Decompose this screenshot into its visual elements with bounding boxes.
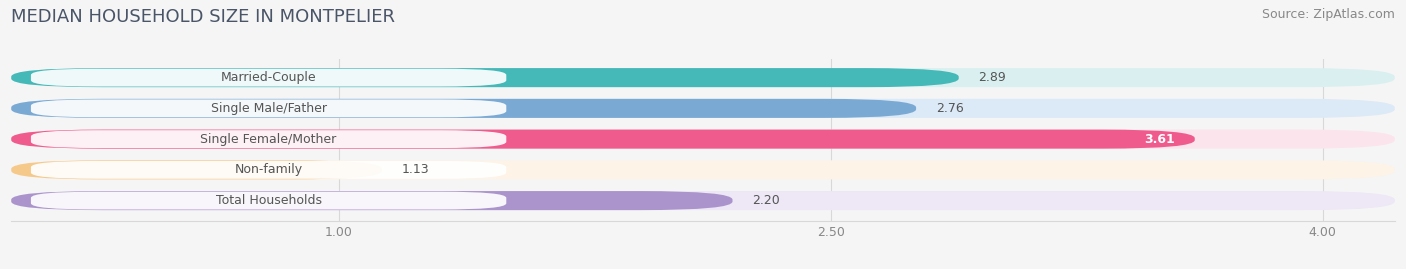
FancyBboxPatch shape (11, 99, 917, 118)
Text: 2.76: 2.76 (936, 102, 963, 115)
FancyBboxPatch shape (11, 191, 1395, 210)
FancyBboxPatch shape (11, 68, 1395, 87)
FancyBboxPatch shape (11, 130, 1195, 149)
Text: Single Female/Mother: Single Female/Mother (201, 133, 336, 146)
FancyBboxPatch shape (11, 160, 381, 179)
FancyBboxPatch shape (31, 100, 506, 117)
Text: 2.89: 2.89 (979, 71, 1007, 84)
FancyBboxPatch shape (11, 99, 1395, 118)
FancyBboxPatch shape (31, 161, 506, 179)
Text: MEDIAN HOUSEHOLD SIZE IN MONTPELIER: MEDIAN HOUSEHOLD SIZE IN MONTPELIER (11, 8, 395, 26)
FancyBboxPatch shape (11, 130, 1395, 149)
Text: Total Households: Total Households (215, 194, 322, 207)
FancyBboxPatch shape (11, 191, 733, 210)
Text: Married-Couple: Married-Couple (221, 71, 316, 84)
FancyBboxPatch shape (11, 160, 1395, 179)
FancyBboxPatch shape (31, 69, 506, 87)
FancyBboxPatch shape (31, 192, 506, 210)
Text: 1.13: 1.13 (401, 163, 429, 176)
Text: 2.20: 2.20 (752, 194, 780, 207)
FancyBboxPatch shape (31, 130, 506, 148)
Text: Source: ZipAtlas.com: Source: ZipAtlas.com (1261, 8, 1395, 21)
FancyBboxPatch shape (11, 68, 959, 87)
Text: Single Male/Father: Single Male/Father (211, 102, 326, 115)
Text: Non-family: Non-family (235, 163, 302, 176)
Text: 3.61: 3.61 (1144, 133, 1175, 146)
